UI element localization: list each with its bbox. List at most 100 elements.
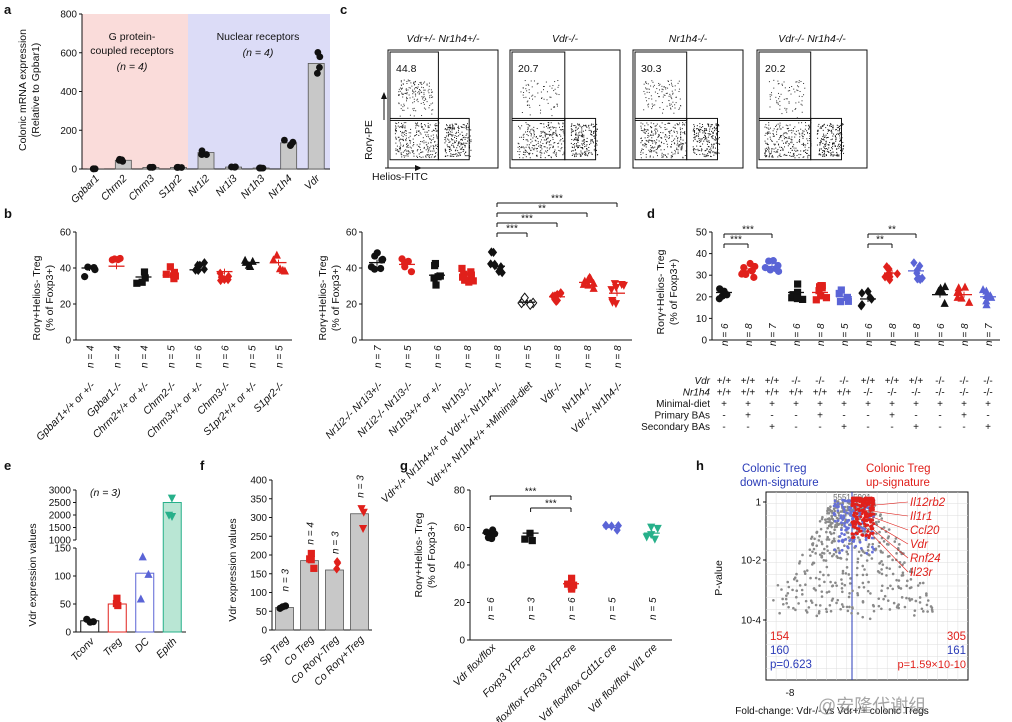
c-event-dot: [694, 136, 696, 138]
h-gene-dot: [795, 595, 798, 599]
c-event-dot: [525, 150, 527, 152]
c-event-dot: [831, 126, 833, 128]
c-event-dot: [409, 80, 411, 82]
c-event-dot: [539, 112, 541, 114]
c-event-dot: [530, 138, 532, 140]
c-event-dot: [458, 142, 460, 144]
c-event-dot: [553, 126, 555, 128]
d-n-label: n = 6: [792, 323, 803, 346]
c-event-dot: [652, 86, 654, 88]
c-event-dot: [570, 125, 572, 127]
c-event-dot: [840, 123, 842, 125]
c-event-dot: [693, 151, 695, 153]
c-event-dot: [459, 148, 461, 150]
c-event-dot: [802, 143, 804, 145]
c-event-dot: [555, 155, 557, 157]
c-event-dot: [402, 132, 404, 134]
c-event-dot: [395, 138, 397, 140]
br-group-point: [498, 268, 506, 278]
c-event-dot: [454, 140, 456, 142]
c-event-dot: [804, 87, 806, 89]
e-point: [167, 513, 177, 522]
c-event-dot: [445, 140, 447, 142]
h-gene-dot: [781, 597, 784, 601]
c-event-dot: [670, 95, 672, 97]
c-event-dot: [704, 134, 706, 136]
h-ylabel: P-value: [713, 560, 725, 596]
c-event-dot: [793, 88, 795, 90]
c-event-dot: [445, 128, 447, 130]
c-event-dot: [784, 107, 786, 109]
c-event-dot: [449, 155, 451, 157]
c-event-dot: [526, 144, 528, 146]
c-event-dot: [593, 132, 595, 134]
c-event-dot: [536, 150, 538, 152]
c-event-dot: [574, 133, 576, 135]
panel-e-ylabel: Vdr expression values: [27, 523, 39, 626]
c-event-dot: [668, 131, 670, 133]
c-event-dot: [640, 142, 642, 144]
c-event-dot: [398, 140, 400, 142]
c-event-dot: [528, 124, 530, 126]
a-point: [232, 163, 239, 171]
d-group-point: [954, 283, 963, 292]
c-event-dot: [773, 143, 775, 145]
c-event-dot: [422, 97, 424, 99]
c-event-dot: [402, 151, 404, 153]
c-event-dot: [651, 146, 653, 148]
br-group-point: [430, 274, 438, 282]
d-row-cell: +/+: [765, 388, 780, 399]
c-event-dot: [831, 147, 833, 149]
c-event-dot: [594, 137, 596, 139]
c-event-dot: [547, 127, 549, 129]
c-event-dot: [709, 155, 711, 157]
d-sig-bracket-label: **: [876, 235, 884, 246]
c-event-dot: [404, 127, 406, 129]
c-event-dot: [696, 125, 698, 127]
c-event-dot: [766, 143, 768, 145]
g-ytick-label: 0: [459, 636, 465, 647]
c-event-dot: [650, 122, 652, 124]
c-event-dot: [464, 153, 466, 155]
c-event-dot: [575, 152, 577, 154]
c-event-dot: [827, 128, 829, 130]
e-ytick-label: 50: [60, 600, 72, 611]
h-gene-dot: [786, 580, 790, 584]
c-event-dot: [663, 94, 665, 96]
c-event-dot: [800, 150, 802, 152]
c-event-dot: [530, 135, 532, 137]
c-event-dot: [535, 144, 537, 146]
c-event-dot: [554, 152, 556, 154]
c-event-dot: [529, 114, 531, 116]
h-gene-dot: [882, 597, 885, 601]
h-gene-dot-down: [846, 545, 849, 548]
c-event-dot: [540, 146, 542, 148]
c-event-dot: [403, 134, 405, 136]
c-event-dot: [556, 152, 558, 154]
c-event-dot: [823, 133, 825, 135]
c-event-dot: [794, 157, 796, 159]
c-event-dot: [402, 83, 404, 85]
c-event-dot: [399, 149, 401, 151]
c-event-dot: [544, 146, 546, 148]
c-event-dot: [675, 96, 677, 98]
c-event-dot: [401, 132, 403, 134]
panel-c-y-arrowhead: [381, 92, 387, 99]
h-gene-dot: [814, 588, 818, 592]
c-event-dot: [447, 155, 449, 157]
d-group-point: [793, 294, 802, 303]
c-event-dot: [564, 149, 566, 151]
c-event-dot: [766, 150, 768, 152]
c-event-dot: [534, 147, 536, 149]
c-event-dot: [803, 145, 805, 147]
c-event-dot: [426, 84, 428, 86]
c-event-dot: [668, 135, 670, 137]
c-event-dot: [460, 125, 462, 127]
d-row-cell: +/+: [789, 388, 804, 399]
c-event-dot: [523, 147, 525, 149]
c-event-dot: [576, 144, 578, 146]
d-row-cell: +/+: [885, 376, 900, 387]
c-event-dot: [821, 125, 823, 127]
c-event-dot: [807, 132, 809, 134]
d-row-cell: +/+: [717, 376, 732, 387]
